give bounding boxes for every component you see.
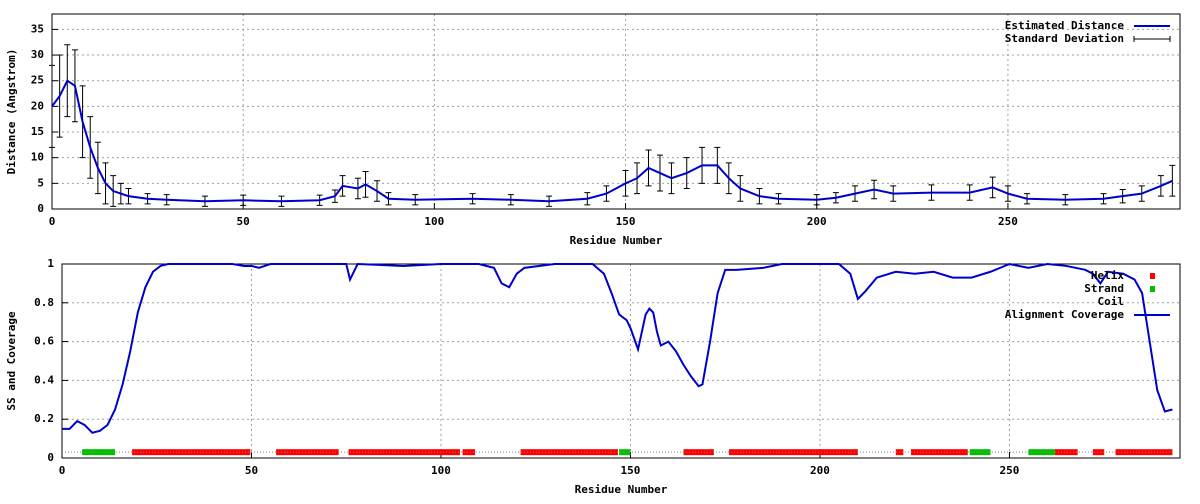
x-axis-label: Residue Number (575, 483, 668, 496)
x-tick-label: 100 (424, 215, 444, 228)
x-axis-label: Residue Number (570, 234, 663, 247)
data-line (51, 79, 1173, 203)
legend-swatch (1133, 36, 1171, 42)
x-tick-label: 200 (810, 464, 830, 477)
ss-segment (1092, 449, 1105, 456)
x-tick-label: 50 (237, 215, 250, 228)
x-tick-label: 250 (998, 215, 1018, 228)
ss-segment (729, 449, 858, 456)
y-tick-label: 5 (37, 176, 44, 189)
legend-swatch (1150, 273, 1155, 279)
legend-label: Helix (1091, 269, 1124, 282)
legend-label: Standard Deviation (1005, 32, 1124, 45)
legend-label: Coil (1098, 295, 1125, 308)
y-tick-label: 0.8 (34, 296, 54, 309)
y-tick-label: 15 (31, 125, 44, 138)
y-tick-label: 0.6 (34, 335, 54, 348)
y-tick-label: 0.2 (34, 412, 54, 425)
ss-segment (619, 449, 631, 456)
y-tick-label: 0 (47, 451, 54, 464)
y-axis-label: Distance (Angstrom) (5, 49, 18, 175)
x-tick-label: 0 (49, 215, 56, 228)
x-tick-label: 50 (245, 464, 258, 477)
ss-segment (462, 449, 476, 456)
x-tick-label: 150 (616, 215, 636, 228)
y-tick-label: 1 (47, 257, 54, 270)
plot-frame (61, 263, 1181, 459)
data-line (62, 262, 1173, 434)
y-tick-label: 30 (31, 48, 44, 61)
ss-segment (1115, 449, 1173, 456)
x-tick-label: 100 (431, 464, 451, 477)
ss-segment (910, 449, 968, 456)
y-tick-label: 0 (37, 202, 44, 215)
y-tick-label: 0.4 (34, 373, 54, 386)
y-tick-label: 20 (31, 99, 44, 112)
y-tick-label: 10 (31, 151, 44, 164)
y-axis-label: SS and Coverage (5, 311, 18, 411)
ss-segment (1028, 449, 1055, 456)
x-tick-label: 150 (621, 464, 641, 477)
x-tick-label: 0 (59, 464, 66, 477)
y-tick-label: 35 (31, 22, 44, 35)
x-tick-label: 200 (807, 215, 827, 228)
ss-segment (276, 449, 339, 456)
y-tick-label: 25 (31, 74, 44, 87)
legend-label: Alignment Coverage (1005, 308, 1125, 321)
x-tick-label: 250 (1000, 464, 1020, 477)
legend-label: Strand (1084, 282, 1124, 295)
legend-label: Estimated Distance (1005, 19, 1125, 32)
legend-swatch (1150, 286, 1155, 292)
ss-segment (1054, 449, 1078, 456)
